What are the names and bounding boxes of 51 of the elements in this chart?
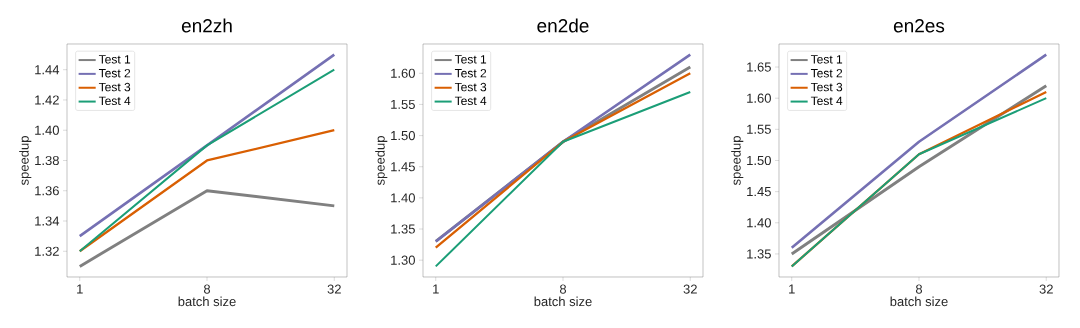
legend-label: Test 1 [810,55,843,64]
x-tick-label: 8 [559,284,567,294]
y-axis-title: speedup [731,136,744,186]
chart-title: en2es [893,19,945,33]
y-axis-title: speedup [19,136,32,186]
y-tick-label: 1.45 [747,187,771,197]
x-tick-label: 32 [1039,284,1053,294]
y-tick-label: 1.55 [391,99,415,109]
y-tick-label: 1.60 [747,93,771,103]
y-tick-label: 1.35 [747,249,771,259]
x-tick-label: 1 [789,284,795,294]
y-tick-label: 1.65 [747,62,771,72]
legend-label: Test 4 [454,96,487,106]
legend-label: Test 4 [98,96,131,106]
y-tick-label: 1.50 [391,130,415,141]
legend-label: Test 3 [810,82,843,92]
legend-label: Test 3 [454,82,487,92]
x-axis-title: batch size [178,296,236,307]
x-tick-label: 32 [327,284,341,294]
y-tick-label: 1.34 [35,216,60,226]
chart-title: en2zh [181,18,232,33]
legend-label: Test 1 [454,55,487,64]
y-tick-label: 1.50 [747,155,771,166]
y-tick-label: 1.44 [35,65,60,75]
x-axis-title: batch size [534,296,592,307]
x-axis-title: batch size [890,296,948,307]
x-tick-label: 1 [77,284,83,294]
legend-label: Test 2 [810,68,843,78]
legend-label: Test 2 [454,68,487,78]
legend-label: Test 3 [98,82,131,92]
chart-title: en2de [537,18,589,33]
y-tick-label: 1.36 [35,186,59,196]
x-tick-label: 8 [915,284,923,294]
y-tick-label: 1.30 [391,255,415,265]
x-tick-label: 32 [683,284,697,294]
y-tick-label: 1.45 [391,162,415,172]
x-tick-label: 8 [203,284,211,294]
y-tick-label: 1.55 [747,124,771,134]
y-axis-title: speedup [375,136,388,186]
y-tick-label: 1.38 [35,155,59,166]
legend-label: Test 4 [810,96,843,106]
y-tick-label: 1.40 [391,193,415,203]
y-tick-label: 1.60 [391,68,415,78]
y-tick-label: 1.32 [35,246,59,256]
legend-label: Test 1 [98,55,131,64]
y-tick-label: 1.35 [391,224,415,234]
legend-label: Test 2 [98,68,131,78]
y-tick-label: 1.40 [747,218,771,228]
y-tick-label: 1.40 [35,125,59,135]
x-tick-label: 1 [433,284,439,294]
y-tick-label: 1.42 [35,95,59,105]
